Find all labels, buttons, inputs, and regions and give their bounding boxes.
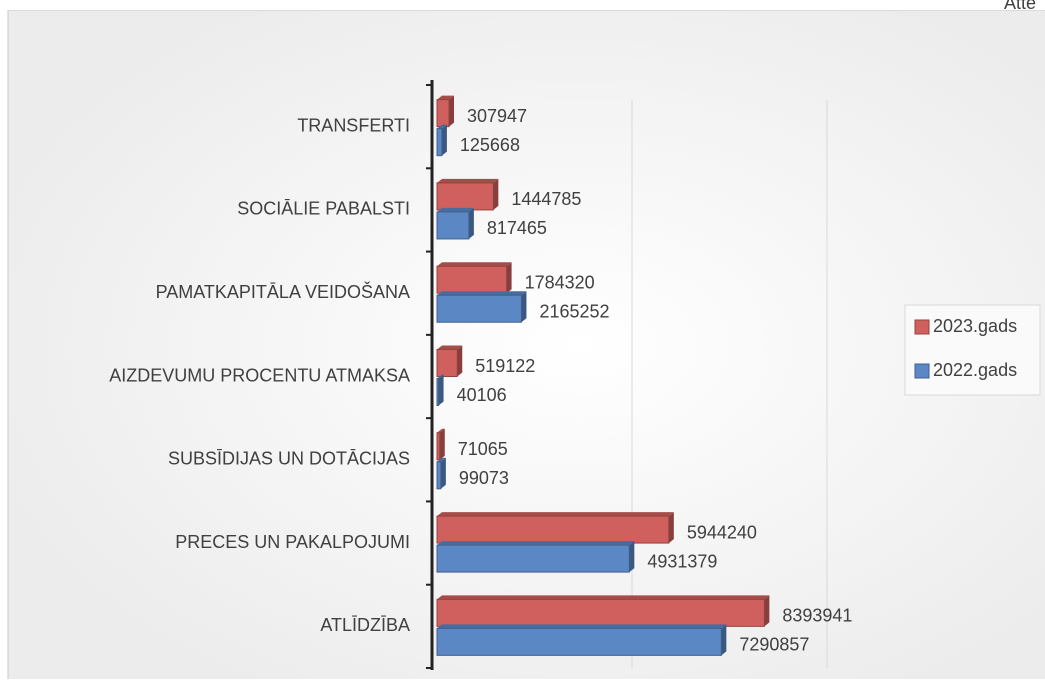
value-label: 71065 bbox=[458, 439, 508, 459]
value-label: 1444785 bbox=[511, 189, 581, 209]
bar-top bbox=[437, 512, 674, 517]
bar-side bbox=[468, 207, 474, 239]
bar-side bbox=[521, 291, 527, 323]
category-label: ATLĪDZĪBA bbox=[320, 615, 410, 635]
legend-swatch bbox=[914, 363, 930, 379]
bar-side bbox=[493, 178, 499, 210]
value-label: 4931379 bbox=[647, 551, 717, 571]
bar bbox=[436, 461, 442, 490]
bar-side bbox=[440, 457, 446, 489]
bar-side bbox=[764, 595, 770, 627]
bar-top bbox=[437, 624, 727, 629]
category-label: AIZDEVUMU PROCENTU ATMAKSA bbox=[109, 365, 410, 385]
bar-top bbox=[437, 457, 446, 462]
legend-label: 2022.gads bbox=[933, 360, 1017, 380]
bar-top bbox=[437, 291, 527, 296]
category-label: PAMATKAPITĀLA VEIDOŠANA bbox=[156, 281, 410, 302]
bar-top bbox=[437, 541, 635, 546]
value-label: 99073 bbox=[459, 468, 509, 488]
value-label: 817465 bbox=[487, 218, 547, 238]
bar bbox=[436, 627, 722, 656]
bar bbox=[436, 294, 522, 323]
bar bbox=[436, 265, 508, 294]
category-label: SOCIĀLIE PABALSTI bbox=[237, 199, 410, 219]
bar bbox=[436, 349, 458, 377]
value-label: 2165252 bbox=[539, 301, 609, 321]
bar-top bbox=[437, 374, 444, 379]
legend-label: 2023.gads bbox=[933, 316, 1017, 336]
value-label: 125668 bbox=[460, 135, 520, 155]
bar-side bbox=[457, 345, 463, 377]
bar-top bbox=[437, 595, 770, 600]
bar bbox=[436, 99, 450, 128]
bar-side bbox=[441, 124, 447, 156]
bar-top bbox=[437, 207, 474, 212]
bar-side bbox=[449, 95, 455, 127]
value-label: 519122 bbox=[475, 356, 535, 376]
category-label: TRANSFERTI bbox=[297, 115, 410, 135]
bar-side bbox=[438, 374, 444, 406]
bar-top bbox=[437, 95, 455, 100]
value-label: 8393941 bbox=[782, 606, 852, 626]
value-label: 7290857 bbox=[739, 635, 809, 655]
bar-top bbox=[437, 428, 445, 433]
value-label: 1784320 bbox=[525, 272, 595, 292]
value-label: 307947 bbox=[467, 106, 527, 126]
bar-top bbox=[437, 178, 499, 183]
bar-side bbox=[506, 262, 512, 294]
bar bbox=[436, 378, 440, 406]
category-label: PRECES UN PAKALPOJUMI bbox=[175, 532, 410, 552]
bar-top bbox=[437, 345, 463, 350]
top-strip bbox=[0, 0, 1045, 10]
bar bbox=[436, 128, 443, 157]
value-label: 5944240 bbox=[687, 522, 757, 542]
value-label: 40106 bbox=[457, 385, 507, 405]
bar-top bbox=[437, 262, 512, 267]
bar-side bbox=[721, 624, 727, 656]
bar-side bbox=[668, 512, 674, 544]
bar bbox=[436, 515, 670, 544]
bar bbox=[436, 182, 494, 211]
bar bbox=[436, 211, 470, 240]
bar-side bbox=[439, 428, 445, 460]
bar-side bbox=[629, 541, 635, 573]
bar-top bbox=[437, 124, 447, 129]
bar bbox=[436, 598, 765, 627]
bar bbox=[436, 544, 630, 573]
bar bbox=[436, 432, 441, 461]
legend-swatch bbox=[914, 319, 930, 335]
category-label: SUBSĪDIJAS UN DOTĀCIJAS bbox=[168, 449, 410, 469]
corner-text: Atte bbox=[1004, 0, 1036, 13]
